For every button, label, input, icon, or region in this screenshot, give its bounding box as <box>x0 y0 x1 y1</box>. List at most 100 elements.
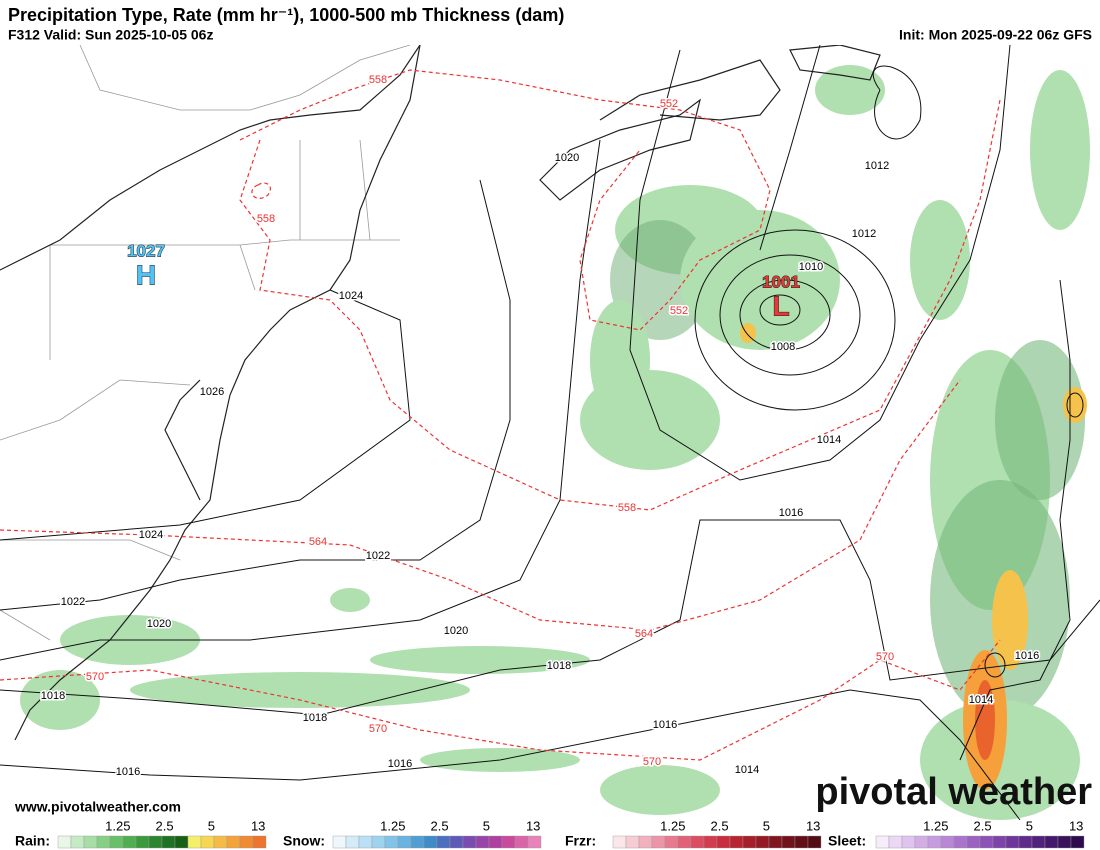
legend-tick: 2.5 <box>156 818 174 833</box>
legend-swatch <box>966 835 981 849</box>
legend-swatch <box>1044 835 1059 849</box>
legend-swatch <box>625 835 640 849</box>
center-symbol: H <box>136 259 156 290</box>
legend-swatch <box>135 835 150 849</box>
legend-tick: 1.25 <box>923 818 948 833</box>
legend-swatch <box>384 835 399 849</box>
legend-swatch <box>200 835 215 849</box>
legend-swatch <box>252 835 267 849</box>
thickness-label: 570 <box>643 756 661 768</box>
legend-swatch <box>148 835 163 849</box>
legend-swatch <box>226 835 241 849</box>
isobar-label: 1018 <box>547 660 571 672</box>
isobar-label: 1012 <box>865 160 889 172</box>
legend-label: Rain: <box>15 833 50 849</box>
heavy-precipitation <box>740 323 1087 790</box>
legend-swatch <box>436 835 451 849</box>
legend-swatch <box>213 835 228 849</box>
legend-swatch <box>1031 835 1046 849</box>
legend-swatch <box>729 835 744 849</box>
legend-swatch <box>371 835 386 849</box>
legend-tick: 13 <box>251 818 265 833</box>
legend-swatch <box>57 835 72 849</box>
isobar-label: 1024 <box>139 529 163 541</box>
thickness-label: 570 <box>876 651 894 663</box>
header-background <box>0 0 1100 45</box>
legend-swatch <box>187 835 202 849</box>
website: www.pivotalweather.com <box>14 799 181 815</box>
valid-time: F312 Valid: Sun 2025-10-05 06z <box>8 27 213 43</box>
legend-swatch <box>742 835 757 849</box>
isobar-label: 1016 <box>1015 650 1039 662</box>
isobar-label: 1018 <box>41 690 65 702</box>
legend-swatch <box>768 835 783 849</box>
legend-swatch <box>914 835 929 849</box>
legend-tick: 13 <box>1069 818 1083 833</box>
legend-tick: 2.5 <box>431 818 449 833</box>
legend-swatch <box>794 835 809 849</box>
legend-tick: 13 <box>526 818 540 833</box>
legend-swatch <box>664 835 679 849</box>
thickness-label: 552 <box>660 98 678 110</box>
legend-tick: 5 <box>763 818 770 833</box>
legend-swatch <box>638 835 653 849</box>
legend-swatch <box>161 835 176 849</box>
init-time: Init: Mon 2025-09-22 06z GFS <box>899 27 1092 43</box>
legend-tick: 13 <box>806 818 820 833</box>
isobars <box>0 44 1100 821</box>
legend-swatch <box>992 835 1007 849</box>
legend-swatch <box>462 835 477 849</box>
legend-swatch <box>501 835 516 849</box>
legend-tick: 1.25 <box>105 818 130 833</box>
map-labels: 1020 1012 1012 1010 1008 1014 1016 1024 1026 1024… <box>39 72 1040 779</box>
legend-swatch <box>410 835 425 849</box>
legend-swatch <box>488 835 503 849</box>
legend-tick: 1.25 <box>660 818 685 833</box>
thickness-label: 564 <box>635 628 653 640</box>
isobar-label: 1020 <box>555 152 579 164</box>
legend-swatch <box>888 835 903 849</box>
legend-swatch <box>449 835 464 849</box>
thickness-label: 552 <box>670 305 688 317</box>
isobar-label: 1018 <box>303 712 327 724</box>
isobar-label: 1024 <box>339 290 363 302</box>
legend-swatch <box>174 835 189 849</box>
isobar-label: 1016 <box>653 719 677 731</box>
legend-swatch <box>358 835 373 849</box>
isobar-label: 1010 <box>799 261 823 273</box>
isobar-label: 1016 <box>388 758 412 770</box>
thickness-label: 570 <box>86 671 104 683</box>
thickness-contours <box>0 69 1001 761</box>
legend-swatch <box>807 835 822 849</box>
legend-tick: 5 <box>1026 818 1033 833</box>
legend-swatch <box>651 835 666 849</box>
center-pressure: 1027 <box>127 241 165 260</box>
thickness-label: 558 <box>257 213 275 225</box>
precipitation <box>20 65 1090 820</box>
isobar-label: 1012 <box>852 228 876 240</box>
isobar-label: 1022 <box>61 596 85 608</box>
legend-swatch <box>70 835 85 849</box>
thickness-label: 558 <box>369 74 387 86</box>
legend-swatch <box>1057 835 1072 849</box>
map <box>0 44 1100 821</box>
legend-swatch <box>690 835 705 849</box>
legend-swatch <box>239 835 254 849</box>
isobar-label: 1022 <box>366 550 390 562</box>
legend-swatch <box>1005 835 1020 849</box>
legend-tick: 2.5 <box>974 818 992 833</box>
legend-swatch <box>122 835 137 849</box>
legend-swatch <box>875 835 890 849</box>
legend-swatch <box>423 835 438 849</box>
legend-swatch <box>927 835 942 849</box>
isobar-label: 1014 <box>969 694 993 706</box>
legend-swatch <box>1018 835 1033 849</box>
isobar-label: 1016 <box>116 766 140 778</box>
legend-tick: 5 <box>208 818 215 833</box>
legend-swatch <box>677 835 692 849</box>
legend-label: Frzr: <box>565 833 596 849</box>
legend-swatch <box>527 835 542 849</box>
legend-swatch <box>109 835 124 849</box>
isobar-label: 1014 <box>735 764 759 776</box>
